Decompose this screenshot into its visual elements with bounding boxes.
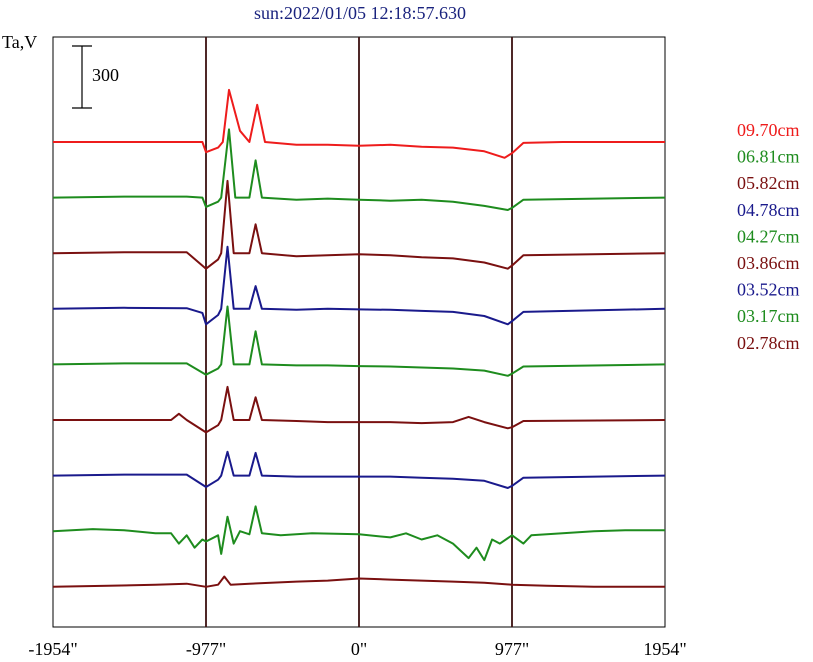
series-line-06.81cm — [52, 128, 666, 211]
series-line-03.52cm — [52, 450, 666, 489]
legend-item-3: 04.78cm — [737, 200, 800, 220]
vertical-reference-lines — [205, 37, 513, 627]
y-axis-label: Ta,V — [2, 32, 37, 52]
legend-item-4: 04.27cm — [737, 226, 800, 246]
chart-title: sun:2022/01/05 12:18:57.630 — [254, 3, 466, 23]
legend-item-1: 06.81cm — [737, 147, 800, 167]
series-line-09.70cm — [53, 88, 665, 159]
legend-item-7: 03.17cm — [737, 306, 800, 326]
series-group — [52, 88, 666, 588]
x-tick-label-3: 977" — [495, 639, 529, 659]
series-line-02.78cm — [52, 575, 665, 588]
series-line-03.86cm — [53, 385, 666, 434]
x-tick-label-2: 0" — [351, 639, 367, 659]
series-line-04.78cm — [52, 245, 666, 326]
legend: 09.70cm 06.81cm 05.82cm 04.78cm 04.27cm 03.86… — [737, 120, 800, 353]
x-tick-label-4: 1954" — [643, 639, 686, 659]
scale-bar: 300 — [72, 45, 119, 109]
series-line-04.27cm — [52, 305, 666, 377]
legend-item-0: 09.70cm — [737, 120, 800, 140]
legend-item-5: 03.86cm — [737, 253, 800, 273]
scale-bar-label: 300 — [92, 65, 119, 85]
legend-item-2: 05.82cm — [737, 173, 800, 193]
x-tick-labels: -1954" -977" 0" 977" 1954" — [28, 639, 686, 659]
x-tick-label-0: -1954" — [28, 639, 77, 659]
x-tick-label-1: -977" — [186, 639, 226, 659]
legend-item-8: 02.78cm — [737, 333, 800, 353]
legend-item-6: 03.52cm — [737, 280, 800, 300]
series-line-03.17cm — [52, 505, 665, 562]
series-line-05.82cm — [52, 179, 666, 270]
